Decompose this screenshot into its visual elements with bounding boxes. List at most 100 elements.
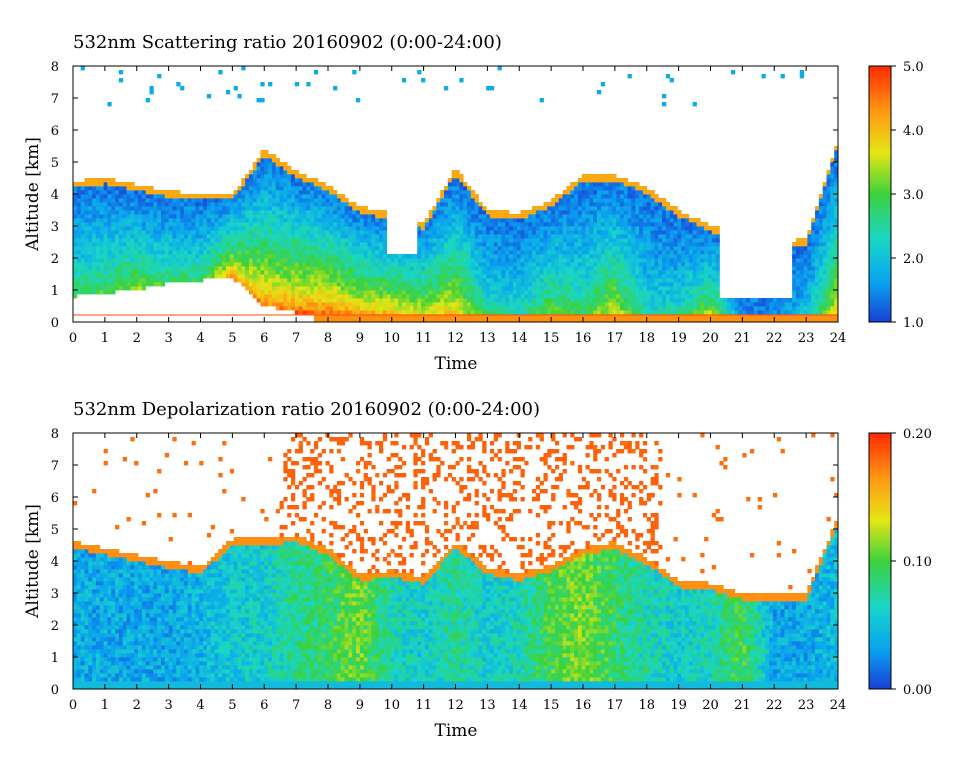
heatmap-cell — [436, 218, 441, 223]
heatmap-cell — [593, 270, 598, 275]
heatmap-cell — [470, 230, 476, 235]
heatmap-cell — [577, 254, 583, 259]
heatmap-cell — [631, 266, 636, 271]
heatmap-cell — [382, 278, 388, 283]
heatmap-cell — [138, 282, 143, 287]
heatmap-cell — [646, 190, 651, 195]
heatmap-column — [183, 194, 189, 283]
heatmap-cell — [134, 218, 139, 223]
heatmap-cell — [589, 178, 594, 183]
heatmap-cell — [551, 226, 556, 231]
heatmap-cell — [214, 226, 219, 231]
heatmap-cell — [566, 306, 571, 311]
heatmap-cell — [489, 226, 495, 231]
heatmap-cell — [329, 246, 334, 251]
heatmap-cell — [600, 254, 606, 259]
heatmap-cell — [336, 222, 342, 227]
heatmap-cell — [509, 302, 514, 307]
heatmap-cell — [237, 190, 242, 195]
heatmap-cell — [317, 190, 323, 195]
heatmap-cell — [509, 262, 514, 267]
heatmap-cell — [115, 282, 120, 287]
heatmap-cell — [379, 310, 384, 315]
heatmap-cell — [612, 310, 617, 315]
heatmap-cell — [512, 294, 518, 299]
heatmap-cell — [466, 310, 472, 315]
heatmap-cell — [80, 290, 85, 295]
heatmap-cell — [313, 214, 319, 219]
heatmap-cell — [287, 282, 292, 287]
heatmap-cell — [688, 266, 694, 271]
heatmap-cell — [187, 214, 192, 219]
heatmap-cell — [662, 254, 667, 259]
heatmap-cell — [302, 238, 307, 243]
heatmap-cell — [505, 274, 510, 279]
heatmap-cell — [291, 290, 296, 295]
heatmap-cell — [199, 194, 204, 199]
heatmap-cell — [115, 206, 120, 211]
heatmap-cell — [566, 314, 571, 319]
heatmap-cell — [191, 270, 196, 275]
heatmap-cell — [99, 290, 105, 295]
heatmap-cell — [313, 250, 319, 255]
heatmap-cell — [84, 226, 89, 231]
heatmap-cell — [463, 194, 468, 199]
heatmap-cell — [141, 222, 147, 227]
heatmap-cell — [229, 274, 235, 279]
heatmap-cell — [398, 258, 403, 263]
heatmap-column — [688, 218, 694, 323]
heatmap-cell — [348, 266, 353, 271]
heatmap-cell — [524, 226, 529, 231]
heatmap-cell — [160, 278, 166, 283]
heatmap-cell — [673, 262, 678, 267]
heatmap-cell — [673, 278, 678, 283]
heatmap-cell — [520, 306, 525, 311]
heatmap-cell — [126, 186, 131, 191]
heatmap-cell — [260, 254, 265, 259]
heatmap-cell — [673, 222, 678, 227]
heatmap-cell — [631, 306, 636, 311]
heatmap-cell — [260, 258, 265, 263]
heatmap-cell — [635, 302, 640, 307]
heatmap-cell — [153, 258, 158, 263]
heatmap-cell — [191, 250, 196, 255]
heatmap-cell — [669, 294, 674, 299]
heatmap-cell — [157, 278, 162, 283]
heatmap-cell — [379, 266, 384, 271]
heatmap-cell — [313, 198, 319, 203]
heatmap-cell — [478, 206, 483, 211]
heatmap-cell — [619, 266, 625, 271]
heatmap-cell — [157, 254, 162, 259]
heatmap-cell — [692, 290, 697, 295]
heatmap-cell — [551, 230, 556, 235]
heatmap-cell — [654, 310, 659, 315]
heatmap-cell — [612, 270, 617, 275]
heatmap-cell — [344, 274, 349, 279]
heatmap-column — [482, 206, 487, 323]
heatmap-cell — [210, 258, 215, 263]
heatmap-cell — [145, 210, 150, 215]
heatmap-cell — [394, 306, 399, 311]
heatmap-cell — [520, 310, 525, 315]
heatmap-cell — [157, 218, 162, 223]
heatmap-cell — [639, 238, 644, 243]
heatmap-cell — [99, 182, 105, 187]
heatmap-cell — [88, 218, 93, 223]
heatmap-cell — [459, 266, 464, 271]
heatmap-cell — [474, 218, 479, 223]
heatmap-cell — [451, 290, 456, 295]
heatmap-cell — [642, 186, 648, 191]
heatmap-cell — [463, 266, 468, 271]
heatmap-cell — [199, 246, 204, 251]
heatmap-cell — [631, 210, 636, 215]
heatmap-cell — [256, 206, 261, 211]
heatmap-cell — [363, 254, 368, 259]
heatmap-cell — [524, 234, 529, 239]
heatmap-cell — [662, 302, 667, 307]
heatmap-cell — [348, 230, 353, 235]
heatmap-cell — [126, 262, 131, 267]
heatmap-cell — [600, 210, 606, 215]
heatmap-cell — [432, 234, 437, 239]
heatmap-cell — [631, 310, 636, 315]
heatmap-cell — [642, 298, 648, 303]
